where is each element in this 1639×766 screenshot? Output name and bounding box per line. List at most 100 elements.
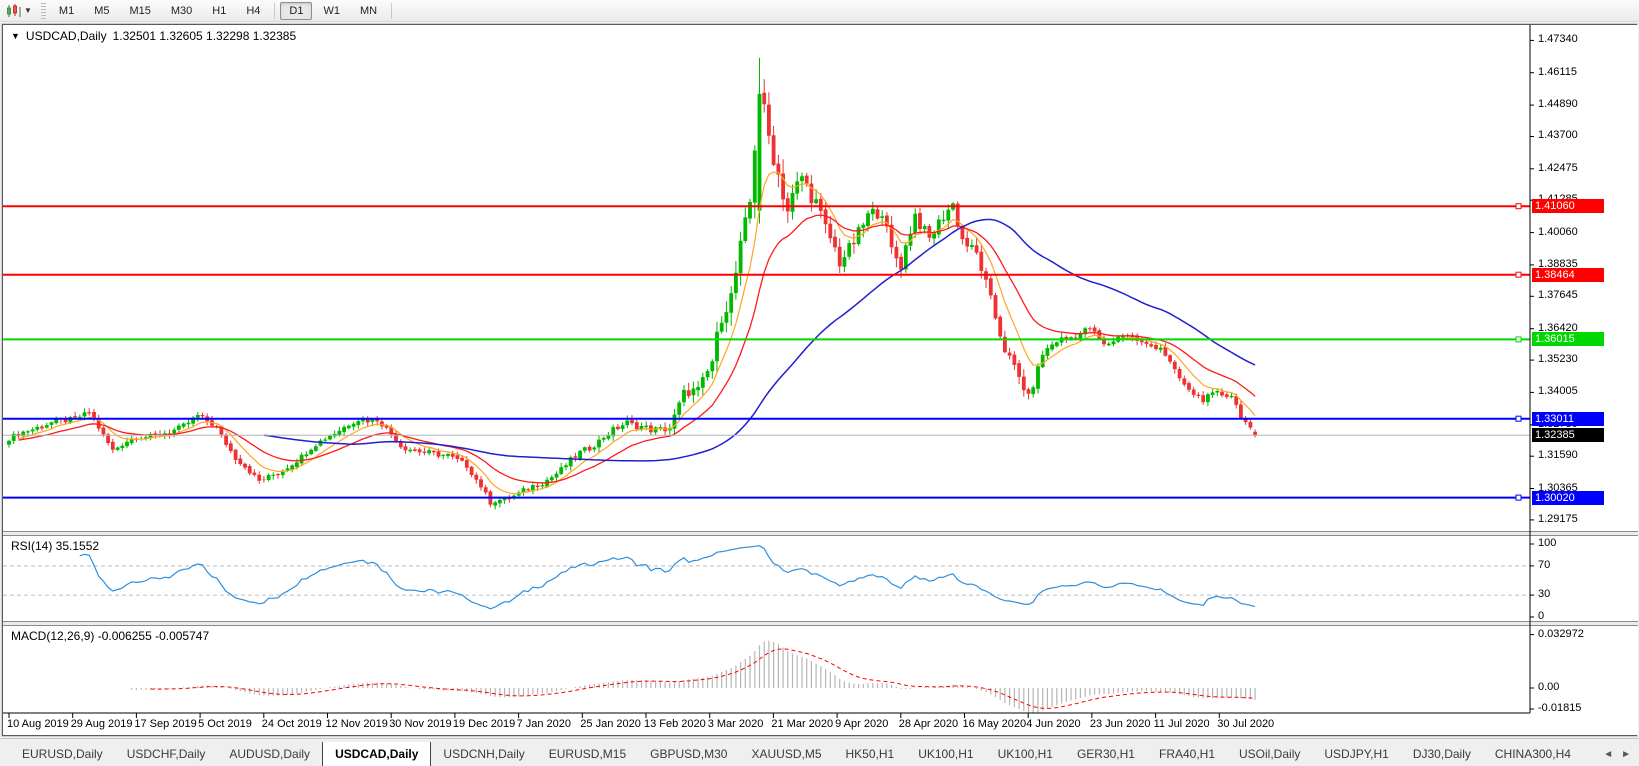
date-axis-label: 23 Jun 2020	[1089, 718, 1151, 730]
tab-scroll-right-icon[interactable]: ►	[1621, 748, 1631, 760]
pane-splitter[interactable]	[3, 621, 1638, 626]
macd-axis-label: -0.01815	[1538, 702, 1582, 714]
price-axis-tick: 1.42475	[1538, 161, 1578, 174]
price-axis-tick: 1.36420	[1538, 321, 1578, 334]
date-axis-label: 30 Nov 2019	[389, 718, 452, 730]
timeframe-button-d1[interactable]: D1	[280, 1, 313, 20]
rsi-line	[79, 545, 1256, 610]
tab-scroll-controls: ◄ ►	[1595, 742, 1639, 766]
chart-type-button[interactable]: ▼	[0, 1, 38, 21]
timeframe-button-m5[interactable]: M5	[94, 4, 110, 17]
timeframe-toolbar: ▼ M1 M5 M15 M30 H1 H4 D1 W1 MN	[0, 0, 1639, 22]
chart-tab-fra40-h1[interactable]: FRA40,H1	[1158, 747, 1216, 761]
date-axis-label: 28 Apr 2020	[898, 718, 959, 730]
date-axis-label: 12 Nov 2019	[325, 718, 388, 730]
pane-splitter[interactable]	[3, 531, 1638, 536]
date-axis-label: 7 Jan 2020	[516, 718, 572, 730]
chart-tab-dj30-daily[interactable]: DJ30,Daily	[1412, 747, 1471, 761]
level-price-box: 1.36015	[1532, 332, 1604, 347]
chart-tab-usdchf-daily[interactable]: USDCHF,Daily	[126, 747, 206, 761]
price-axis-tick: 1.47340	[1538, 33, 1578, 46]
timeframe-button-h4[interactable]: H4	[246, 4, 261, 17]
chart-tab-xauusd-m5[interactable]: XAUUSD,M5	[751, 747, 822, 761]
chart-ohlc-values: 1.32501 1.32605 1.32298 1.32385	[112, 29, 297, 43]
date-axis-label: 30 Jul 2020	[1217, 718, 1275, 730]
chart-tab-usdjpy-h1[interactable]: USDJPY,H1	[1324, 747, 1389, 761]
line-handle[interactable]	[1515, 336, 1522, 343]
date-axis-label: 5 Oct 2019	[198, 718, 252, 730]
price-axis-tick: 1.43700	[1538, 129, 1578, 142]
price-axis-tick: 1.35230	[1538, 353, 1578, 366]
chart-tab-bar: EURUSD,Daily USDCHF,Daily AUDUSD,Daily USDC…	[0, 738, 1639, 766]
price-axis-tick: 1.31590	[1538, 449, 1578, 462]
line-handle[interactable]	[1515, 415, 1522, 422]
macd-histogram	[131, 640, 1256, 714]
chart-tab-audusd-daily[interactable]: AUDUSD,Daily	[229, 747, 311, 761]
date-axis-label: 29 Aug 2019	[70, 718, 133, 730]
price-axis-tick: 1.34005	[1538, 385, 1578, 398]
current-price-box: 1.32385	[1532, 428, 1604, 443]
timeframe-button-m30[interactable]: M30	[170, 4, 193, 17]
date-axis-label: 21 Mar 2020	[771, 718, 834, 730]
timeframe-button-mn[interactable]: MN	[359, 4, 378, 17]
level-price-box: 1.38464	[1532, 267, 1604, 282]
line-handle[interactable]	[1515, 494, 1522, 501]
ma-mid-line	[18, 214, 1256, 484]
chart-background	[3, 25, 1638, 735]
price-chart-canvas[interactable]	[3, 25, 1638, 735]
price-axis-tick: 1.46115	[1538, 65, 1577, 78]
date-axis-label: 19 Dec 2019	[452, 718, 516, 730]
chart-tab-usdcad-daily[interactable]: USDCAD,Daily	[322, 742, 432, 766]
date-axis-label: 25 Jan 2020	[580, 718, 641, 730]
rsi-axis-label: 0	[1538, 610, 1545, 622]
line-handle[interactable]	[1515, 271, 1522, 278]
date-axis-label: 9 Apr 2020	[835, 718, 889, 730]
macd-axis-label: 0.032972	[1538, 627, 1584, 640]
macd-indicator-header: MACD(12,26,9) -0.006255 -0.005747	[11, 629, 210, 643]
level-price-box: 1.33011	[1532, 411, 1604, 426]
chart-tab-usoil-daily[interactable]: USOil,Daily	[1239, 747, 1301, 761]
rsi-axis-label: 30	[1538, 588, 1551, 601]
price-axis-tick: 1.38835	[1538, 257, 1578, 270]
rsi-indicator-header: RSI(14) 35.1552	[11, 539, 100, 553]
chevron-down-icon: ▼	[24, 6, 32, 15]
chart-tab-china300-h4[interactable]: CHINA300,H4	[1494, 747, 1571, 761]
collapse-triangle-icon[interactable]: ▼	[11, 31, 20, 41]
date-axis-label: 13 Feb 2020	[644, 718, 706, 730]
line-handle[interactable]	[1515, 203, 1522, 210]
timeframe-button-w1[interactable]: W1	[323, 4, 340, 17]
chart-tab-eurusd-m15[interactable]: EURUSD,M15	[548, 747, 627, 761]
timeframe-button-m15[interactable]: M15	[129, 4, 151, 17]
chart-title: ▼ USDCAD,Daily 1.32501 1.32605 1.32298 1…	[11, 29, 296, 43]
timeframe-buttons: M1 M5 M15 M30 H1 H4 D1 W1 MN	[49, 1, 396, 20]
date-axis-label: 16 May 2020	[962, 718, 1027, 730]
toolbar-separator	[391, 2, 393, 19]
macd-signal-line	[150, 648, 1256, 709]
date-axis-label: 11 Jul 2020	[1153, 718, 1210, 730]
chart-tab-usdcnh-daily[interactable]: USDCNH,Daily	[443, 747, 525, 761]
date-axis-label: 10 Aug 2019	[7, 718, 69, 730]
tab-scroll-left-icon[interactable]: ◄	[1603, 748, 1614, 760]
price-axis-tick: 1.29175	[1538, 512, 1578, 525]
chart-tab-ger30-h1[interactable]: GER30,H1	[1076, 747, 1135, 761]
timeframe-button-h1[interactable]: H1	[212, 4, 227, 17]
chart-tab-uk100-h1[interactable]: UK100,H1	[918, 747, 974, 761]
timeframe-button-m1[interactable]: M1	[58, 4, 75, 17]
level-price-box: 1.30020	[1532, 490, 1604, 505]
date-axis-label: 24 Oct 2019	[261, 718, 322, 730]
price-axis-tick: 1.44890	[1538, 98, 1578, 111]
chart-tab-usoil-h[interactable]: USOil,H	[1583, 742, 1596, 766]
chart-tabs: EURUSD,Daily USDCHF,Daily AUDUSD,Daily USDC…	[10, 742, 1595, 766]
chart-tab-eurusd-daily[interactable]: EURUSD,Daily	[22, 747, 103, 761]
price-axis-tick: 1.37645	[1538, 289, 1578, 302]
macd-axis-label: 0.00	[1538, 681, 1560, 693]
ma-slow-line	[263, 218, 1256, 462]
toolbar-grip[interactable]	[40, 2, 46, 19]
chart-window: ▼ USDCAD,Daily 1.32501 1.32605 1.32298 1…	[2, 24, 1638, 736]
chart-tab-hk50-h1[interactable]: HK50,H1	[845, 747, 895, 761]
chart-tab-gbpusd-m30[interactable]: GBPUSD,M30	[650, 747, 728, 761]
chart-tab-uk100-h1[interactable]: UK100,H1	[997, 747, 1053, 761]
date-axis-label: 17 Sep 2019	[134, 718, 197, 730]
price-axis-tick: 1.30365	[1538, 481, 1578, 494]
date-axis-label: 3 Mar 2020	[707, 718, 764, 730]
